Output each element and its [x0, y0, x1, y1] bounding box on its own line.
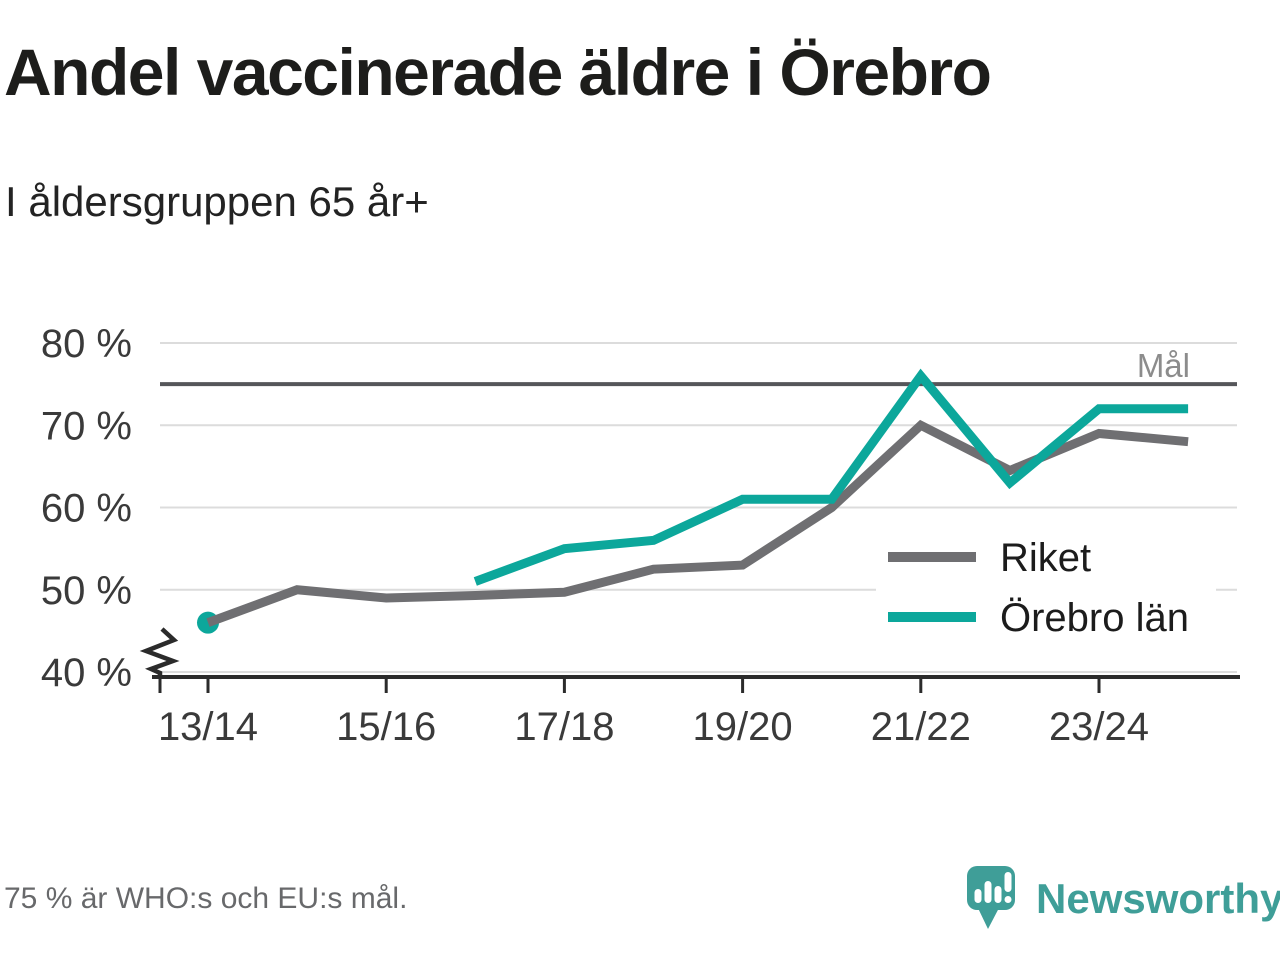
y-axis-break-icon: [139, 627, 180, 677]
logo-exclamation-dot: [1004, 896, 1012, 903]
y-tick-label: 70 %: [41, 404, 132, 448]
logo-text: Newsworthy: [1036, 875, 1280, 922]
legend-label-orebro: Örebro län: [1000, 596, 1189, 640]
legend: Riket Örebro län: [876, 524, 1216, 654]
x-tick-label: 19/20: [693, 705, 793, 749]
legend-background: [876, 524, 1216, 654]
x-tick-label: 17/18: [514, 705, 614, 749]
x-tick-label: 21/22: [871, 705, 971, 749]
x-axis: 13/14 15/16 17/18 19/20 21/22 23/24: [152, 675, 1240, 749]
riket-line: [206, 419, 1189, 627]
legend-swatch-orebro: [888, 612, 976, 622]
x-tick-label: 23/24: [1049, 705, 1149, 749]
logo-bar-2: [984, 881, 992, 903]
rebro-l-n-line: [473, 368, 1189, 586]
newsworthy-logo: Newsworthy: [967, 866, 1280, 929]
page-title: Andel vaccinerade äldre i Örebro: [4, 35, 992, 109]
target-line-label: Mål: [1137, 347, 1190, 384]
legend-swatch-riket: [888, 552, 976, 562]
logo-pin-tail: [977, 906, 1000, 929]
logo-bar-1: [974, 889, 982, 903]
series-lines-layer: [197, 368, 1189, 634]
logo-exclamation-bar: [1004, 872, 1012, 892]
y-tick-label: 80 %: [41, 322, 132, 366]
y-tick-label: 50 %: [41, 569, 132, 613]
x-tick-label: 13/14: [158, 705, 258, 749]
y-tick-label: 60 %: [41, 487, 132, 531]
y-tick-label: 40 %: [41, 651, 132, 695]
logo-bar-3: [994, 886, 1002, 903]
x-tick-label: 15/16: [336, 705, 436, 749]
footnote: 75 % är WHO:s och EU:s mål.: [4, 882, 408, 915]
legend-label-riket: Riket: [1000, 536, 1091, 580]
page-subtitle: I åldersgruppen 65 år+: [5, 178, 429, 225]
